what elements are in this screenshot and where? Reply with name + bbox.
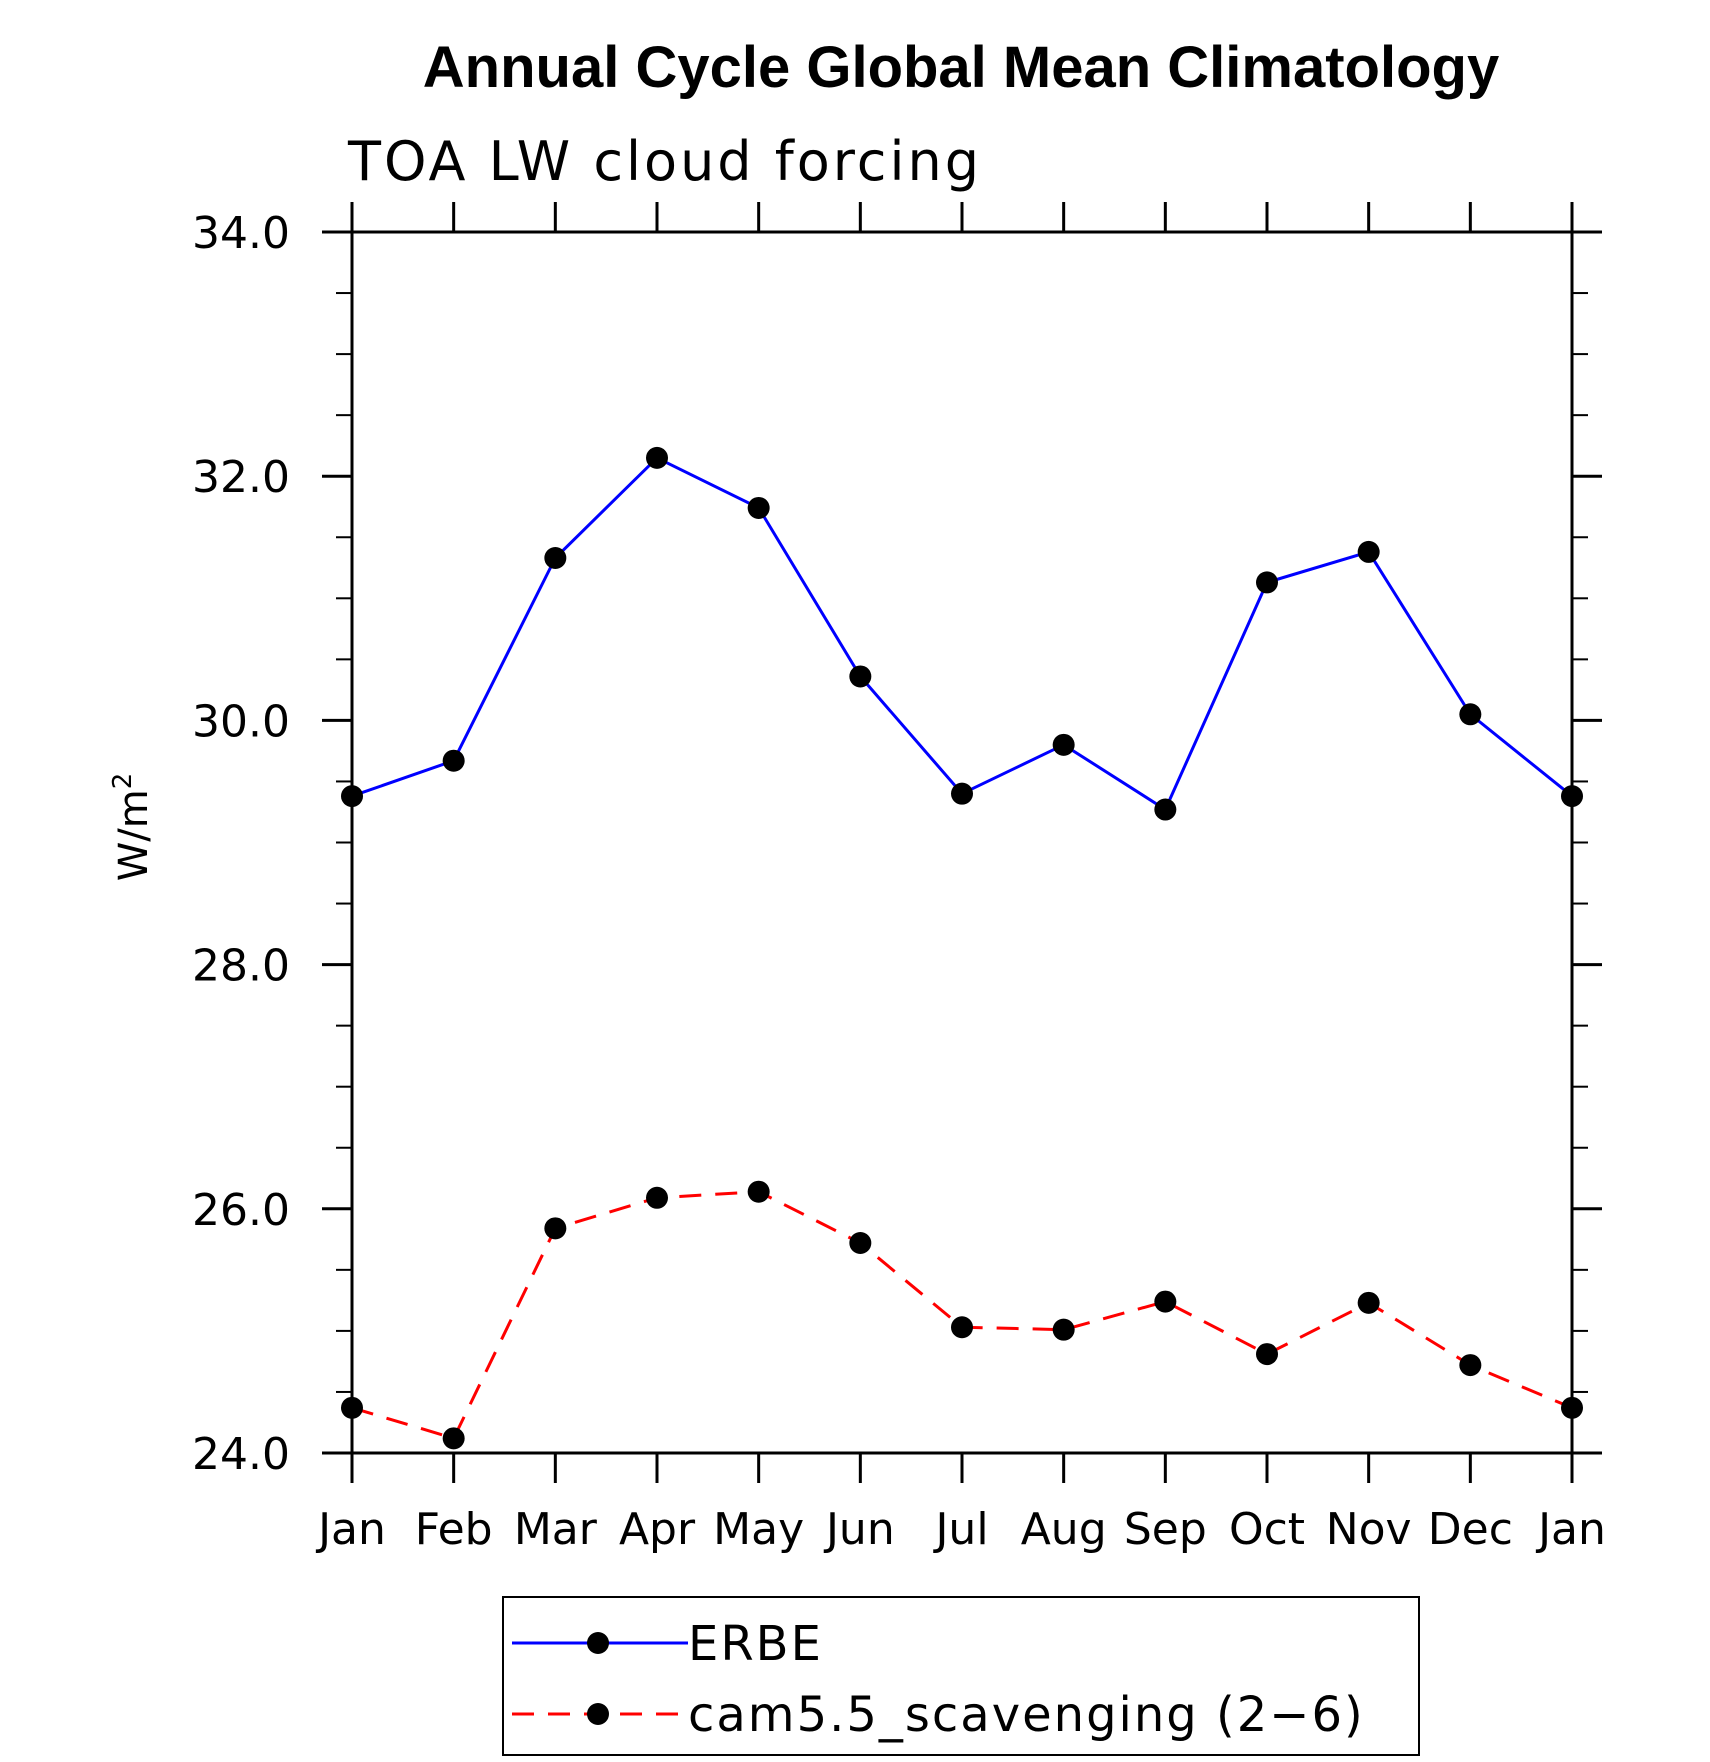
y-tick-label: 24.0 [192, 1429, 290, 1480]
y-tick-label: 28.0 [192, 941, 290, 992]
data-point [1256, 1343, 1278, 1366]
data-point [544, 547, 567, 570]
data-point [747, 1180, 770, 1203]
data-point [1357, 1291, 1380, 1314]
svg-text:W/m2: W/m2 [108, 773, 157, 882]
x-tick-labels: Jan Feb Mar Apr May Jun Jul Aug Sep Oct Nov Dec Jan [315, 1504, 1606, 1555]
legend: ERBE cam5.5_scavenging (2−6) [502, 1596, 1420, 1756]
data-point [1357, 540, 1380, 563]
y-axis-label-superscript: 2 [108, 773, 138, 790]
y-tick-label: 34.0 [192, 208, 290, 259]
x-tick-label: Oct [1229, 1504, 1305, 1555]
data-point [544, 1217, 567, 1240]
data-point [747, 496, 770, 519]
data-point [1052, 733, 1075, 756]
data-point [1459, 703, 1482, 726]
data-point [849, 1231, 872, 1254]
chart-subtitle: TOA LW cloud forcing [347, 130, 982, 193]
data-point [951, 782, 973, 805]
x-tick-label: Feb [415, 1504, 493, 1555]
x-tick-label: Jul [932, 1504, 988, 1555]
x-tick-label: Apr [619, 1504, 696, 1555]
y-tick-label: 32.0 [192, 452, 290, 503]
data-point [1256, 571, 1278, 594]
series-line-0 [351, 456, 1573, 812]
legend-label-erbe: ERBE [688, 1616, 823, 1672]
data-point [442, 749, 465, 772]
data-point [1154, 798, 1177, 821]
legend-entry-cam: cam5.5_scavenging (2−6) [512, 1687, 1365, 1743]
y-tick-labels: 24.0 26.0 28.0 30.0 32.0 34.0 [192, 208, 290, 1480]
x-tick-label: Mar [514, 1504, 598, 1555]
axis-ticks [322, 202, 1602, 1483]
data-point [646, 1186, 668, 1209]
x-tick-label: Dec [1428, 1504, 1513, 1555]
data-point [1459, 1354, 1482, 1377]
data-point [1052, 1318, 1075, 1341]
x-tick-label: Aug [1021, 1504, 1107, 1555]
x-tick-label: May [713, 1504, 804, 1555]
x-tick-label: Jan [1535, 1504, 1606, 1555]
data-point [646, 446, 668, 469]
y-axis-label: W/m2 [108, 773, 157, 882]
series-line-1 [351, 1190, 1573, 1441]
data-point [951, 1316, 973, 1339]
x-tick-label: Nov [1326, 1504, 1412, 1555]
data-point [849, 665, 872, 688]
legend-entry-erbe: ERBE [512, 1616, 823, 1672]
x-tick-label: Sep [1124, 1504, 1207, 1555]
legend-marker-erbe [587, 1632, 609, 1654]
legend-label-cam: cam5.5_scavenging (2−6) [688, 1687, 1365, 1743]
data-point [442, 1427, 465, 1450]
data-point [1154, 1290, 1177, 1313]
y-tick-label: 30.0 [192, 696, 290, 747]
x-tick-label: Jun [823, 1504, 895, 1555]
x-tick-label: Jan [315, 1504, 386, 1555]
y-tick-label: 26.0 [192, 1185, 290, 1236]
chart-title: Annual Cycle Global Mean Climatology [423, 35, 1499, 100]
y-axis-label-text: W/m [111, 789, 157, 881]
plot-frame [350, 230, 1574, 1455]
series-layer [341, 446, 1583, 1450]
legend-marker-cam [587, 1703, 609, 1725]
legend-box [502, 1596, 1420, 1756]
